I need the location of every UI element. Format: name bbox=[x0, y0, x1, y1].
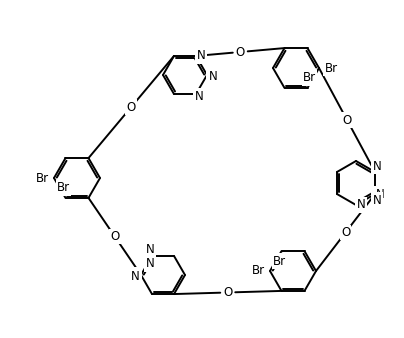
Text: O: O bbox=[343, 114, 351, 126]
Text: N: N bbox=[208, 69, 217, 81]
Text: N: N bbox=[132, 268, 140, 282]
Text: Br: Br bbox=[273, 255, 286, 268]
Text: N: N bbox=[372, 193, 381, 207]
Text: N: N bbox=[130, 270, 139, 284]
Text: N: N bbox=[376, 188, 385, 200]
Text: Br: Br bbox=[57, 182, 70, 194]
Text: N: N bbox=[208, 71, 217, 83]
Text: O: O bbox=[126, 100, 136, 114]
Text: O: O bbox=[223, 286, 232, 299]
Text: Br: Br bbox=[36, 171, 48, 185]
Text: N: N bbox=[372, 160, 381, 172]
Text: Br: Br bbox=[303, 71, 316, 84]
Text: N: N bbox=[195, 90, 203, 102]
Text: N: N bbox=[197, 49, 205, 63]
Text: O: O bbox=[236, 46, 245, 58]
Text: O: O bbox=[341, 226, 350, 239]
Text: N: N bbox=[145, 243, 154, 257]
Text: Br: Br bbox=[324, 62, 338, 74]
Text: N: N bbox=[357, 198, 365, 212]
Text: O: O bbox=[110, 230, 119, 243]
Text: N: N bbox=[145, 258, 154, 270]
Text: Br: Br bbox=[251, 265, 265, 277]
